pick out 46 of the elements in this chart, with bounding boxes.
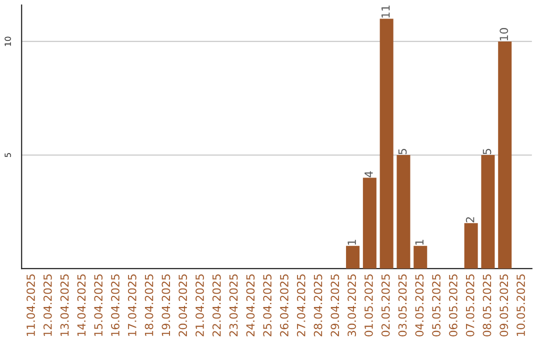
- bar: [498, 41, 512, 269]
- bar: [362, 178, 376, 269]
- x-tick-label: 09.05.2025: [500, 274, 508, 336]
- bar: [396, 155, 410, 269]
- x-tick-label: 29.04.2025: [330, 274, 340, 336]
- data-label: 10: [500, 28, 508, 40]
- x-tick-label: 07.05.2025: [466, 274, 474, 336]
- x-tick-label: 26.04.2025: [280, 274, 288, 336]
- x-tick-label: 03.05.2025: [398, 274, 407, 336]
- x-tick-label: 01.05.2025: [364, 274, 373, 336]
- bar: [464, 223, 478, 269]
- x-tick-label: 30.04.2025: [348, 274, 356, 336]
- x-tick-label: 12.04.2025: [43, 274, 52, 336]
- x-tick-label: 20.04.2025: [178, 274, 188, 336]
- data-label: 1: [348, 240, 356, 245]
- x-tick-label: 04.05.2025: [415, 274, 424, 336]
- x-tick-label: 23.04.2025: [229, 274, 238, 336]
- data-label: 4: [364, 171, 373, 178]
- x-tick-label: 11.04.2025: [26, 274, 35, 336]
- x-tick-label: 17.04.2025: [128, 274, 136, 336]
- data-label: 5: [482, 148, 492, 154]
- x-tick-label: 22.04.2025: [212, 274, 221, 336]
- data-label: 5: [398, 148, 407, 154]
- x-tick-label: 14.04.2025: [77, 274, 86, 336]
- x-tick-label: 16.04.2025: [111, 274, 120, 336]
- x-tick-label: 13.04.2025: [60, 274, 69, 336]
- data-label: 2: [466, 217, 474, 222]
- x-tick-label: 05.05.2025: [432, 274, 440, 336]
- bar: [481, 155, 495, 269]
- x-tick-label: 15.04.2025: [94, 274, 103, 336]
- x-tick-label: 02.05.2025: [381, 274, 390, 336]
- bar: [414, 246, 428, 269]
- x-tick-label: 06.05.2025: [448, 274, 458, 336]
- x-tick-label: 19.04.2025: [162, 274, 170, 336]
- bar: [346, 246, 360, 269]
- x-tick-label: 18.04.2025: [144, 274, 154, 336]
- x-tick-label: 24.04.2025: [246, 274, 255, 336]
- x-tick-label: 10.05.2025: [516, 274, 525, 336]
- x-tick-label: 27.04.2025: [296, 274, 306, 336]
- x-tick-label: 28.04.2025: [314, 274, 322, 336]
- x-tick-label: 25.04.2025: [263, 274, 272, 336]
- x-tick-label: 08.05.2025: [482, 274, 492, 336]
- x-tick-label: 21.04.2025: [196, 274, 204, 336]
- data-label: 11: [382, 6, 390, 18]
- data-label: 1: [415, 240, 424, 245]
- bar: [380, 18, 394, 269]
